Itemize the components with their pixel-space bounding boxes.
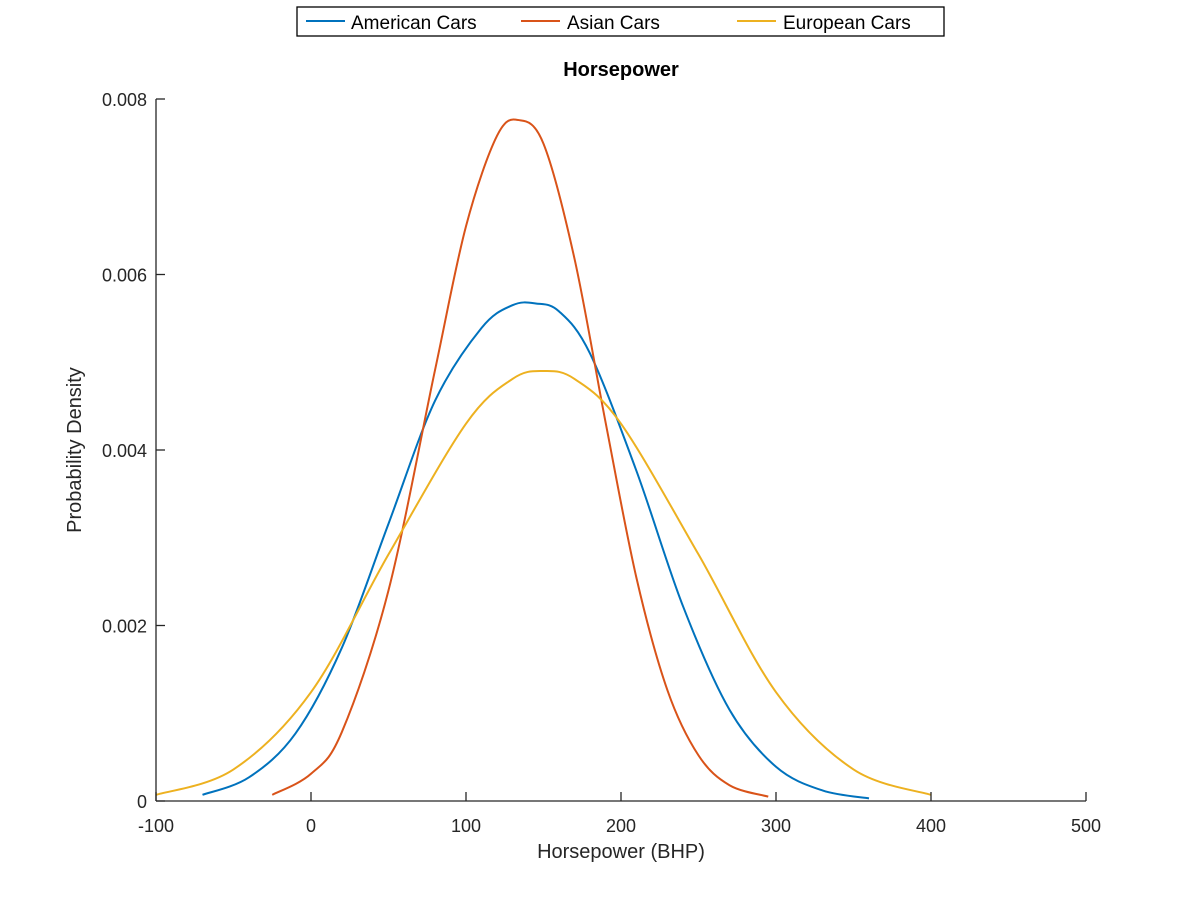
x-tick-label: 0 (306, 816, 316, 836)
series-layer (155, 118, 932, 800)
x-tick-label: -100 (138, 816, 174, 836)
x-ticks: -100 0 100 200 300 400 500 (138, 792, 1101, 836)
legend-label-american: American Cars (351, 13, 477, 34)
y-tick-label: 0.006 (102, 266, 147, 286)
legend-entry-american: American Cars (306, 13, 477, 34)
legend: American Cars Asian Cars European Cars (296, 6, 945, 37)
series-line-asian-cars (271, 118, 769, 798)
x-tick-label: 100 (451, 816, 481, 836)
legend-entry-european: European Cars (737, 13, 911, 34)
y-tick-label: 0 (137, 792, 147, 812)
legend-label-asian: Asian Cars (567, 13, 660, 34)
y-tick-label: 0.008 (102, 90, 147, 110)
chart-title: Horsepower (563, 59, 679, 81)
legend-box (296, 6, 945, 37)
legend-label-european: European Cars (783, 13, 911, 34)
y-tick-label: 0.004 (102, 441, 147, 461)
x-tick-label: 500 (1071, 816, 1101, 836)
x-tick-label: 200 (606, 816, 636, 836)
series-line-european-cars (155, 370, 932, 796)
y-ticks: 0 0.002 0.004 0.006 0.008 (102, 90, 165, 812)
x-tick-label: 300 (761, 816, 791, 836)
x-axis-title: Horsepower (BHP) (537, 841, 705, 863)
axes: -100 0 100 200 300 400 500 0 0.002 0.004 0.006 0.0… (102, 90, 1101, 836)
x-tick-label: 400 (916, 816, 946, 836)
y-axis-title: Probability Density (64, 367, 86, 533)
series-line-american-cars (202, 301, 870, 800)
legend-entry-asian: Asian Cars (521, 13, 660, 34)
y-tick-label: 0.002 (102, 617, 147, 637)
